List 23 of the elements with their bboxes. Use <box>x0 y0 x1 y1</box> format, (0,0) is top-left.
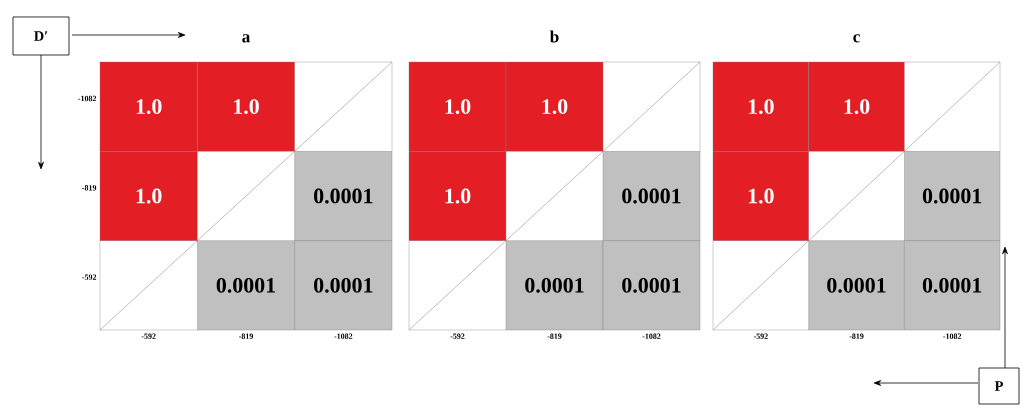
data-label: 0.0001 <box>622 277 681 293</box>
chart-title: a <box>242 34 251 43</box>
data-label: 1.0 <box>136 188 162 204</box>
data-label: 0.0001 <box>314 188 373 204</box>
data-label: 1.0 <box>234 99 259 115</box>
data-label: 1.0 <box>844 99 870 115</box>
data-label: 0.0001 <box>314 277 373 293</box>
text: P <box>994 381 1003 391</box>
data-label: 1.0 <box>748 99 774 115</box>
data-label: 0.0001 <box>922 188 982 204</box>
data-label: 1.0 <box>445 99 471 115</box>
data-label: 0.0001 <box>622 188 681 204</box>
data-label: 1.0 <box>445 188 471 204</box>
chart-title: c <box>853 34 860 43</box>
data-label: 1.0 <box>136 99 162 115</box>
data-label: 1.0 <box>748 188 774 204</box>
chart-title: b <box>549 30 559 43</box>
data-label: 0.0001 <box>827 277 886 293</box>
data-label: 1.0 <box>542 99 568 115</box>
data-label: 0.0001 <box>922 277 982 293</box>
data-label: 0.0001 <box>216 277 276 293</box>
data-label: 0.0001 <box>525 277 584 293</box>
text: D′ <box>34 31 48 41</box>
